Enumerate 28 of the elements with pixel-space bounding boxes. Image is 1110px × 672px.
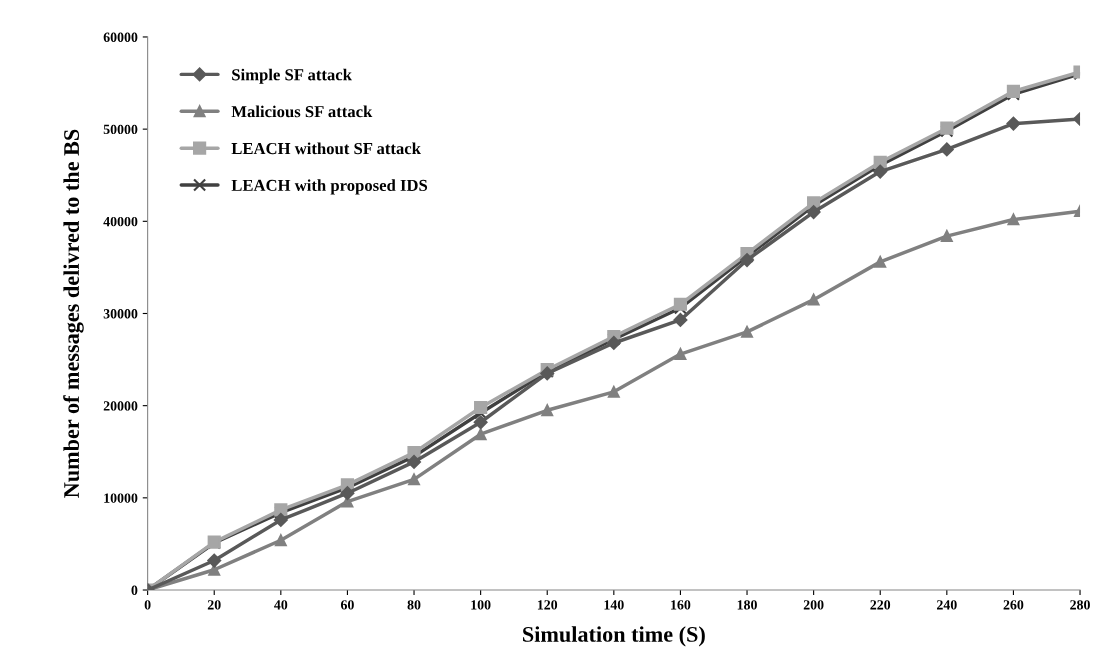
y-axis-title: Number of messages delivred to the BS xyxy=(63,129,84,498)
y-tick-label: 60000 xyxy=(103,32,138,42)
x-tick-label: 120 xyxy=(537,600,558,610)
x-tick-label: 40 xyxy=(274,600,288,610)
x-tick-label: 80 xyxy=(407,600,421,610)
legend-label: LEACH with proposed IDS xyxy=(231,179,428,195)
x-tick-label: 140 xyxy=(604,600,624,610)
y-tick-label: 30000 xyxy=(103,309,138,319)
legend-label: Malicious SF attack xyxy=(231,105,373,118)
y-tick-label: 40000 xyxy=(103,216,138,227)
x-tick-label: 220 xyxy=(870,600,891,610)
y-tick-label: 0 xyxy=(131,585,138,595)
y-tick-label: 50000 xyxy=(103,124,138,135)
x-tick-label: 60 xyxy=(340,600,354,610)
x-tick-label: 200 xyxy=(803,600,824,610)
x-tick-label: 160 xyxy=(671,600,691,610)
x-tick-label: 260 xyxy=(1003,600,1024,610)
y-tick-label: 10000 xyxy=(104,493,138,503)
x-tick-label: 100 xyxy=(471,600,491,610)
x-tick-label: 20 xyxy=(207,600,221,610)
x-axis-title: Simulation time (S) xyxy=(523,626,705,647)
x-tick-label: 180 xyxy=(737,600,757,610)
legend-label: Simple SF attack xyxy=(232,68,352,84)
x-tick-label: 240 xyxy=(937,600,957,610)
y-tick-label: 20000 xyxy=(103,401,138,411)
x-tick-label: 0 xyxy=(144,600,151,610)
legend-label: LEACH without SF attack xyxy=(231,142,421,155)
x-tick-label: 280 xyxy=(1070,600,1090,610)
